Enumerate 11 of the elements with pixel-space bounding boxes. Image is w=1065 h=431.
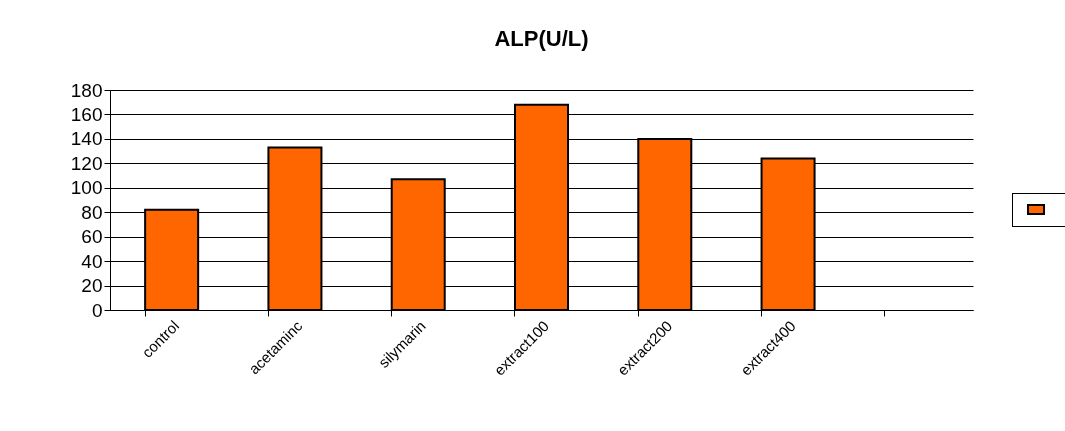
y-tick-label: 0 [91,299,103,321]
y-tick-label: 60 [81,226,103,248]
y-tick-label: 120 [70,152,103,174]
chart-title: ALP(U/L) [494,26,589,51]
y-tick-label: 40 [81,250,103,272]
y-tick-label: 180 [70,79,103,101]
y-tick-label: 160 [70,103,103,125]
y-tick-label: 140 [70,128,103,150]
y-tick-label: 100 [70,177,103,199]
y-tick-label: 80 [81,201,103,223]
y-tick-label: 20 [81,275,103,297]
